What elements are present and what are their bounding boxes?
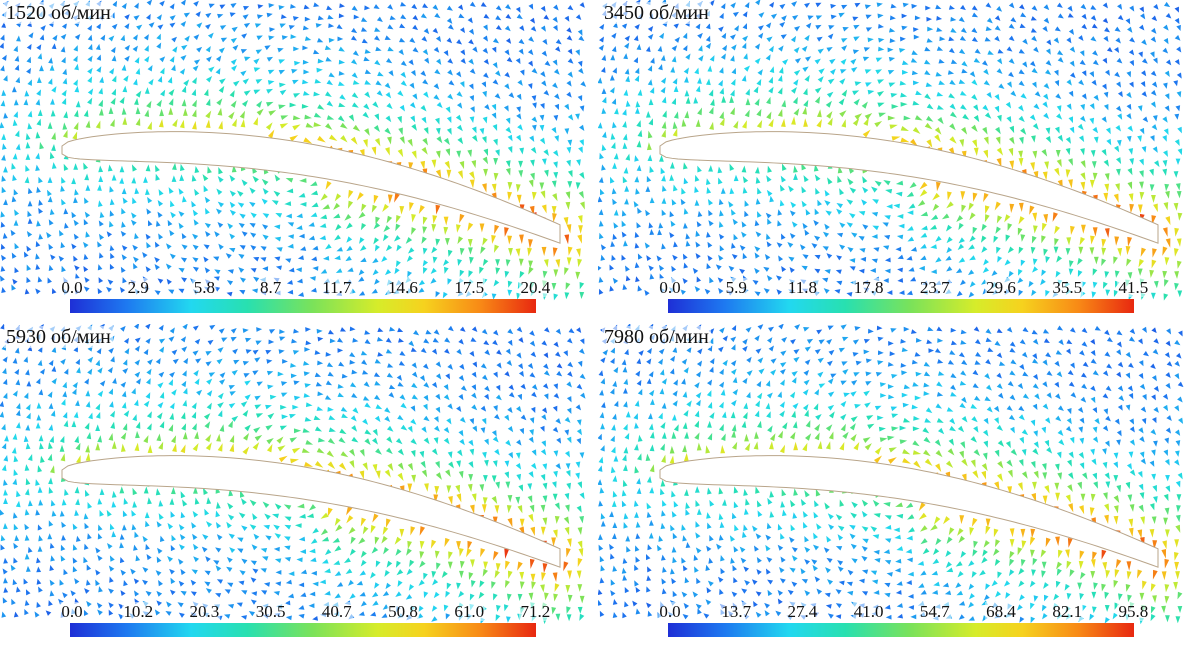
colorbar-tick-label: 20.3 <box>188 602 221 621</box>
colorbar-tick-label: 8.7 <box>258 278 283 297</box>
colorbar-tick-label: 0.0 <box>658 278 682 297</box>
vector-field-plot <box>0 0 587 301</box>
vector-field-plot <box>0 324 586 625</box>
colorbar-tick-label: 82.1 <box>1051 602 1084 621</box>
colorbar-tick-label: 30.5 <box>254 602 287 621</box>
colorbar-tick-label: 61.0 <box>453 602 486 621</box>
airfoil-shape <box>659 131 1159 244</box>
colorbar-tick-label: 10.2 <box>122 602 155 621</box>
colorbar-tick-label: 11.7 <box>321 278 353 297</box>
colorbar: 0.0 10.2 20.3 30.5 40.7 50.8 61.0 71.2 <box>58 602 552 642</box>
colorbar-tick-label: 2.9 <box>126 278 150 297</box>
colorbar-tick-label: 27.4 <box>786 602 819 621</box>
vector-arrows <box>598 0 1183 301</box>
velocity-panel: 7980 об/мин 0.0 13.7 27.4 41.0 54.7 68.4 82.1 95… <box>598 324 1188 642</box>
colorbar-tick-label: 17.8 <box>852 278 885 297</box>
colorbar-gradient <box>668 299 1134 313</box>
colorbar: 0.0 2.9 5.8 8.7 11.7 14.6 17.5 20.4 <box>58 278 552 318</box>
colorbar-tick-label: 95.8 <box>1117 602 1150 621</box>
colorbar-tick-label: 40.7 <box>320 602 353 621</box>
colorbar-tick-label: 5.9 <box>724 278 748 297</box>
colorbar: 0.0 13.7 27.4 41.0 54.7 68.4 82.1 95.8 <box>656 602 1150 642</box>
colorbar-tick-label: 13.7 <box>720 602 753 621</box>
speed-label: 7980 об/мин <box>602 326 711 348</box>
colorbar-tick-label: 0.0 <box>658 602 682 621</box>
colorbar-tick-label: 0.0 <box>60 602 84 621</box>
colorbar-tick-label: 23.7 <box>918 278 951 297</box>
colorbar-gradient <box>668 623 1134 637</box>
velocity-panel: 5930 об/мин 0.0 10.2 20.3 30.5 40.7 50.8 61.0 71… <box>0 324 590 642</box>
speed-label: 5930 об/мин <box>4 326 113 348</box>
speed-label: 3450 об/мин <box>602 2 711 24</box>
colorbar-tick-label: 50.8 <box>387 602 419 621</box>
colorbar-tick-label: 11.8 <box>786 278 818 297</box>
colorbar-tick-label: 29.6 <box>985 278 1017 297</box>
colorbar-ticks: 0.0 2.9 5.8 8.7 11.7 14.6 17.5 20.4 <box>58 278 552 298</box>
colorbar-tick-label: 41.0 <box>852 602 885 621</box>
speed-label: 1520 об/мин <box>4 2 113 24</box>
velocity-panel: 3450 об/мин 0.0 5.9 11.8 17.8 23.7 29.6 35.5 41.… <box>598 0 1188 318</box>
airfoil-shape <box>659 455 1159 568</box>
colorbar-tick-label: 17.5 <box>453 278 486 297</box>
velocity-panel: 1520 об/мин 0.0 2.9 5.8 8.7 11.7 14.6 17.5 20.4 <box>0 0 590 318</box>
colorbar: 0.0 5.9 11.8 17.8 23.7 29.6 35.5 41.5 <box>656 278 1150 318</box>
colorbar-ticks: 0.0 5.9 11.8 17.8 23.7 29.6 35.5 41.5 <box>656 278 1150 298</box>
colorbar-tick-label: 54.7 <box>918 602 951 621</box>
vector-field-plot <box>598 0 1183 301</box>
colorbar-gradient <box>70 623 536 637</box>
colorbar-tick-label: 14.6 <box>387 278 419 297</box>
colorbar-ticks: 0.0 10.2 20.3 30.5 40.7 50.8 61.0 71.2 <box>58 602 552 622</box>
vector-arrows <box>0 324 586 625</box>
colorbar-gradient <box>70 299 536 313</box>
airfoil-shape <box>61 131 561 244</box>
colorbar-ticks: 0.0 13.7 27.4 41.0 54.7 68.4 82.1 95.8 <box>656 602 1150 622</box>
colorbar-tick-label: 35.5 <box>1051 278 1084 297</box>
colorbar-tick-label: 68.4 <box>985 602 1017 621</box>
colorbar-tick-label: 5.8 <box>192 278 217 297</box>
colorbar-tick-label: 0.0 <box>60 278 84 297</box>
vector-field-plot <box>598 324 1184 625</box>
colorbar-tick-label: 41.5 <box>1117 278 1150 297</box>
colorbar-tick-label: 20.4 <box>519 278 552 297</box>
colorbar-tick-label: 71.2 <box>519 602 552 621</box>
airfoil-shape <box>61 455 561 568</box>
